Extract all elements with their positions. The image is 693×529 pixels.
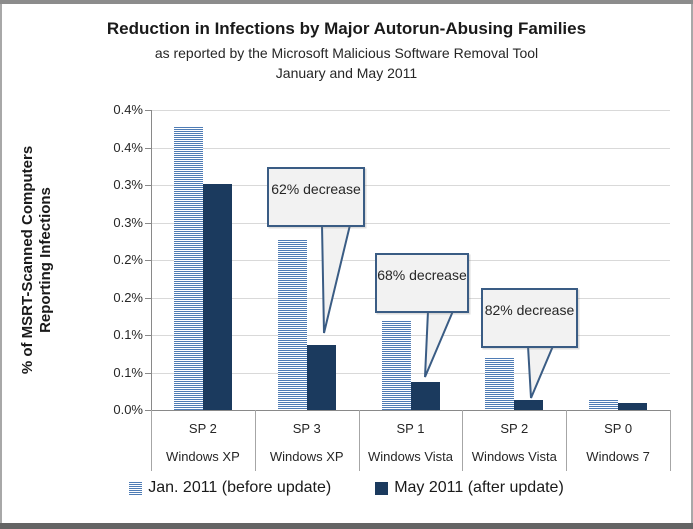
bar-may-2011-windows-vista-sp2 (514, 400, 543, 410)
x-category-separator (670, 410, 671, 471)
frame-border-top (0, 0, 693, 4)
frame-border-right (691, 4, 693, 523)
gridline (152, 373, 670, 374)
bar-may-2011-windows-7-sp0 (618, 403, 647, 410)
gridline (152, 223, 670, 224)
x-category-label: SP 2 Windows XP (151, 410, 255, 472)
y-axis-tick (145, 335, 151, 336)
gridline (152, 335, 670, 336)
x-category-label: SP 3 Windows XP (255, 410, 359, 472)
chart-legend: Jan. 2011 (before update) May 2011 (afte… (0, 479, 693, 497)
x-category-separator (151, 410, 152, 471)
frame-border-bottom (0, 523, 693, 529)
y-axis-tick (145, 373, 151, 374)
callout-68-decrease: 68% decrease (375, 253, 469, 313)
x-category-separator (255, 410, 256, 471)
y-axis-tick (145, 260, 151, 261)
x-label-os: Windows XP (269, 449, 344, 464)
y-axis-tick (145, 110, 151, 111)
y-tick-label: 0.0% (113, 402, 143, 417)
y-tick-label: 0.4% (113, 140, 143, 155)
bar-jan-2011-windows-7-sp0 (589, 400, 618, 410)
x-category-separator (462, 410, 463, 471)
frame-border-left (0, 4, 2, 523)
y-axis-title-line1: % of MSRT-Scanned Computers (19, 145, 36, 375)
bar-jan-2011-windows-xp-sp2 (174, 127, 203, 410)
y-tick-label: 0.3% (113, 215, 143, 230)
x-label-service-pack: SP 0 (604, 421, 633, 436)
chart-subtitle-line1: as reported by the Microsoft Malicious S… (154, 45, 539, 61)
x-label-os: Windows Vista (471, 449, 557, 464)
chart-title: Reduction in Infections by Major Autorun… (106, 19, 587, 38)
y-axis-title-line2: Reporting Infections (37, 187, 54, 333)
x-label-os: Windows 7 (586, 449, 650, 464)
x-category-separator (359, 410, 360, 471)
bar-jan-2011-windows-vista-sp2 (485, 358, 514, 410)
x-label-service-pack: SP 2 (188, 421, 217, 436)
y-axis-tick (145, 148, 151, 149)
legend-label-jan-2011: Jan. 2011 (before update) (148, 479, 332, 496)
legend-item-jan-2011: Jan. 2011 (before update) (129, 479, 331, 497)
gridline (152, 185, 670, 186)
y-axis-tick (145, 223, 151, 224)
gridline (152, 148, 670, 149)
y-tick-label: 0.3% (113, 177, 143, 192)
bar-jan-2011-windows-xp-sp3 (278, 240, 307, 410)
y-axis-title: % of MSRT-Scanned Computers Reporting In… (19, 146, 55, 374)
y-tick-label: 0.4% (113, 102, 143, 117)
x-label-os: Windows Vista (367, 449, 453, 464)
y-axis-tick (145, 185, 151, 186)
chart-subtitle-line2: January and May 2011 (275, 65, 418, 81)
y-tick-label: 0.2% (113, 252, 143, 267)
plot-area: 0.4% 0.4% 0.3% 0.3% 0.2% 0.2% 0.1% 0.1% 0.0% SP 2… (113, 102, 671, 471)
x-category-separator (566, 410, 567, 471)
x-category-label: SP 1 Windows Vista (359, 410, 463, 472)
bar-jan-2011-windows-vista-sp1 (382, 321, 411, 410)
x-label-os: Windows XP (166, 449, 240, 464)
bar-may-2011-windows-xp-sp2 (203, 184, 232, 410)
bar-may-2011-windows-vista-sp1 (411, 382, 440, 410)
y-axis-line (151, 110, 152, 411)
x-label-service-pack: SP 2 (500, 421, 529, 436)
x-label-service-pack: SP 1 (396, 421, 425, 436)
y-tick-label: 0.1% (113, 365, 143, 380)
legend-label-may-2011: May 2011 (after update) (394, 479, 564, 496)
callout-62-decrease: 62% decrease (267, 167, 365, 227)
x-label-service-pack: SP 3 (292, 421, 321, 436)
may-series-swatch (375, 481, 389, 495)
bar-may-2011-windows-xp-sp3 (307, 345, 336, 410)
jan-series-swatch (129, 481, 143, 495)
y-axis-tick (145, 298, 151, 299)
y-tick-label: 0.1% (113, 327, 143, 342)
x-category-label: SP 0 Windows 7 (566, 410, 670, 472)
y-tick-label: 0.2% (113, 290, 143, 305)
gridline (152, 110, 670, 111)
legend-item-may-2011: May 2011 (after update) (375, 479, 564, 497)
x-category-label: SP 2 Windows Vista (462, 410, 566, 472)
callout-82-decrease: 82% decrease (481, 288, 578, 348)
x-axis-line (145, 410, 671, 411)
